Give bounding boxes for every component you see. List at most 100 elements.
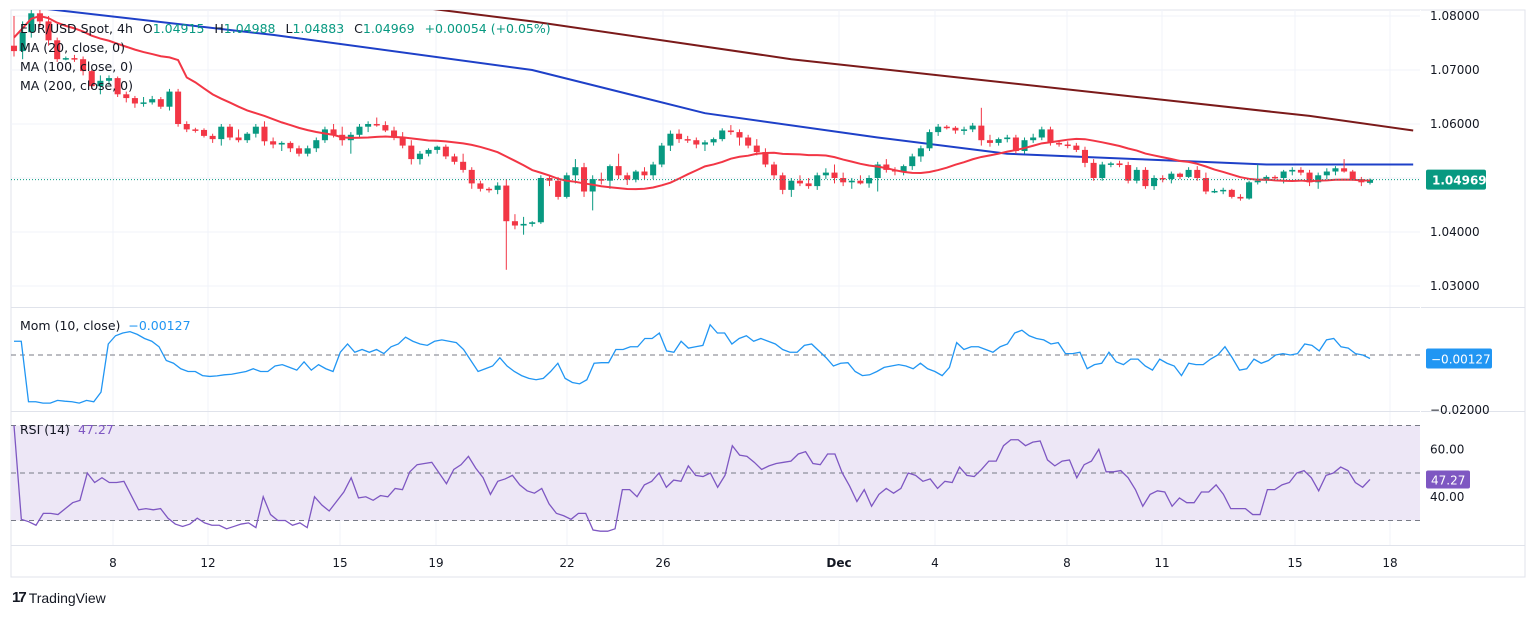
candle-body — [961, 129, 968, 131]
rsi-line — [13, 425, 1371, 532]
price-tick-label: 1.07000 — [1430, 63, 1480, 77]
candle-body — [1073, 145, 1080, 150]
candle-body — [200, 129, 208, 136]
candle-body — [520, 223, 527, 226]
candle-body — [183, 124, 190, 130]
candle-body — [1125, 165, 1132, 181]
candle-body — [261, 126, 268, 142]
candle-body — [62, 58, 69, 60]
candle-body — [140, 102, 147, 104]
candle-body — [537, 178, 544, 223]
candle-body — [900, 166, 907, 172]
candle-body — [270, 141, 277, 145]
rsi-axis[interactable]: 60.00 40.00 47.27 — [1426, 442, 1470, 504]
candle-body — [831, 172, 838, 178]
candle-body — [278, 142, 285, 145]
candle-body — [969, 125, 976, 130]
ma200-legend[interactable]: MA (200, close, 0) — [20, 78, 133, 93]
candle-body — [468, 169, 475, 184]
open-label: O — [142, 21, 153, 36]
candle-body — [235, 137, 242, 141]
candle-body — [511, 221, 518, 226]
candle-body — [788, 180, 795, 190]
momentum-axis[interactable]: −0.02000 −0.00127 — [1426, 348, 1492, 417]
candle-body — [486, 188, 493, 191]
candle-body — [1289, 169, 1296, 172]
ma20-legend[interactable]: MA (20, close, 0) — [20, 40, 125, 55]
ma100-legend[interactable]: MA (100, close, 0) — [20, 59, 133, 74]
candle-body — [1030, 137, 1037, 141]
candle-body — [1349, 171, 1356, 180]
candle-body — [624, 175, 631, 180]
candle-body — [1099, 164, 1106, 178]
candle-body — [1056, 142, 1063, 145]
candle-body — [1211, 190, 1218, 193]
candle-body — [460, 161, 467, 170]
candle-body — [857, 180, 864, 184]
time-tick-label: 15 — [332, 556, 347, 570]
candle-body — [295, 148, 303, 154]
price-axis[interactable]: 1.08000 1.07000 1.06000 1.04000 1.03000 1.049… — [1426, 9, 1487, 293]
time-tick-label: 19 — [428, 556, 443, 570]
candle-body — [166, 91, 173, 107]
candle-body — [1306, 172, 1313, 183]
momentum-legend[interactable]: Mom (10, close) −0.00127 — [20, 318, 191, 333]
candle-body — [1254, 180, 1261, 183]
candle-body — [218, 126, 225, 140]
candle-body — [1090, 162, 1097, 178]
time-tick-label: 22 — [559, 556, 574, 570]
candle-body — [1315, 175, 1322, 183]
momentum-path — [14, 323, 1371, 404]
rsi-value-badge — [1426, 470, 1470, 489]
ma100-line — [47, 10, 1414, 166]
candle-body — [572, 167, 579, 176]
time-tick-label: 8 — [109, 556, 117, 570]
momentum-value-badge — [1426, 348, 1492, 369]
candle-body — [753, 145, 760, 153]
close-value: 1.04969 — [362, 21, 415, 36]
candle-body — [391, 130, 398, 138]
candle-body — [209, 135, 216, 140]
candle-body — [632, 171, 639, 180]
ma100-label: MA (100, close, 0) — [20, 59, 133, 74]
candle-body — [701, 142, 708, 145]
candle-body — [252, 126, 259, 134]
time-tick-label: 8 — [1063, 556, 1071, 570]
candle-body — [1220, 189, 1227, 192]
ma20-line — [13, 14, 1371, 191]
rsi-legend[interactable]: RSI (14) 47.27 — [20, 422, 114, 437]
candle-body — [408, 145, 415, 160]
candle-body — [1038, 129, 1045, 138]
time-tick-label: 18 — [1382, 556, 1397, 570]
candle-body — [986, 140, 993, 143]
ma100-path — [47, 10, 1414, 166]
tradingview-logo[interactable]: 17 TradingView — [12, 589, 106, 606]
time-tick-label: Dec — [826, 556, 851, 570]
candle-body — [45, 21, 52, 41]
candle-body — [97, 80, 104, 87]
candle-body — [814, 175, 821, 187]
candle-body — [676, 133, 683, 140]
candle-body — [935, 126, 942, 133]
candle-body — [805, 183, 812, 187]
candle-body — [1012, 137, 1019, 151]
candle-body — [19, 32, 26, 52]
candle-body — [615, 166, 622, 176]
candle-body — [80, 59, 87, 72]
candle-body — [840, 178, 847, 183]
candle-body — [719, 130, 726, 140]
candle-body — [494, 185, 501, 190]
candle-body — [1228, 189, 1235, 197]
candle-body — [175, 91, 182, 124]
candle-body — [874, 164, 881, 178]
candle-body — [11, 45, 18, 52]
candle-body — [926, 132, 933, 149]
ma200-path — [432, 10, 1414, 132]
candle-body — [356, 126, 363, 135]
candle-body — [710, 139, 717, 143]
ma20-path — [13, 14, 1371, 191]
time-axis[interactable]: 8 12 15 19 22 26 Dec 4 8 11 15 18 — [109, 556, 1397, 570]
candle-body — [382, 125, 389, 131]
candle-body — [321, 129, 328, 141]
